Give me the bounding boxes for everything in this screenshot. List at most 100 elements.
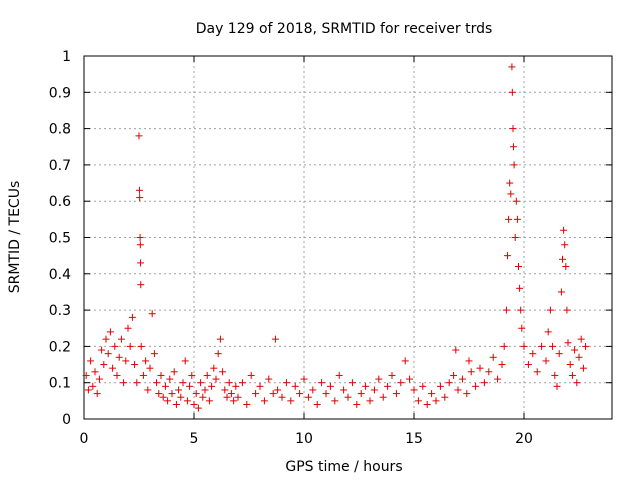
- data-point: [392, 390, 400, 398]
- data-point: [518, 324, 526, 332]
- data-point: [197, 379, 205, 387]
- data-point: [489, 353, 497, 361]
- data-point: [216, 335, 224, 343]
- data-point: [161, 382, 169, 390]
- y-tick-label: 0.5: [49, 231, 71, 247]
- x-tick-label: 0: [80, 431, 89, 447]
- data-point: [142, 357, 150, 365]
- data-point: [219, 368, 227, 376]
- data-point: [516, 284, 524, 292]
- data-point: [450, 371, 458, 379]
- data-point: [432, 397, 440, 405]
- data-point: [137, 281, 145, 289]
- data-point: [524, 361, 532, 369]
- data-point: [509, 125, 517, 133]
- data-point: [476, 364, 484, 372]
- data-point: [563, 306, 571, 314]
- y-tick-label: 0.2: [49, 339, 71, 355]
- tick-labels: 00.10.20.30.40.50.60.70.80.910 5 10 15 20: [49, 49, 533, 447]
- data-point: [517, 306, 525, 314]
- data-point: [203, 371, 211, 379]
- data-point: [192, 390, 200, 398]
- plot-frame: [83, 55, 613, 420]
- data-point: [465, 357, 473, 365]
- data-point: [494, 375, 502, 383]
- data-point: [234, 393, 242, 401]
- data-point: [559, 255, 566, 263]
- data-point: [104, 350, 112, 358]
- data-point: [100, 361, 108, 369]
- data-point: [274, 386, 282, 394]
- data-point: [221, 386, 229, 394]
- data-point: [232, 382, 240, 390]
- data-point: [340, 386, 348, 394]
- data-point: [164, 397, 172, 405]
- data-point: [507, 190, 515, 198]
- data-point: [577, 335, 585, 343]
- data-point: [122, 357, 130, 365]
- y-tick-label: 0.9: [49, 85, 71, 101]
- data-point: [564, 339, 572, 347]
- data-point: [555, 350, 563, 358]
- data-point: [181, 357, 189, 365]
- data-point: [144, 386, 152, 394]
- x-tick-label: 5: [190, 431, 199, 447]
- data-point: [168, 390, 176, 398]
- data-point: [511, 234, 519, 241]
- data-point: [135, 132, 143, 140]
- data-point: [362, 382, 370, 390]
- data-point: [560, 226, 568, 234]
- data-point: [126, 342, 134, 350]
- data-point: [344, 393, 352, 401]
- y-tick-label: 0.8: [49, 122, 71, 138]
- y-tick-label: 0.4: [49, 267, 71, 283]
- data-point: [227, 390, 235, 398]
- data-point: [370, 386, 378, 394]
- data-point: [571, 346, 579, 354]
- data-point: [573, 379, 581, 387]
- data-point: [520, 342, 528, 350]
- data-point: [252, 390, 260, 398]
- data-point: [553, 382, 561, 390]
- data-point: [278, 393, 286, 401]
- data-point: [549, 342, 557, 350]
- data-point: [120, 379, 128, 387]
- data-point: [128, 313, 136, 321]
- data-point: [566, 361, 574, 369]
- data-point: [139, 371, 147, 379]
- data-point: [136, 241, 144, 249]
- data-point: [485, 368, 493, 376]
- data-point: [463, 390, 471, 398]
- data-point: [458, 375, 466, 383]
- data-point: [508, 63, 516, 71]
- y-tick-label: 1: [62, 49, 71, 65]
- data-point: [300, 375, 308, 383]
- data-point: [91, 368, 99, 376]
- data-point: [166, 375, 174, 383]
- data-point: [212, 375, 220, 383]
- data-point: [210, 364, 218, 372]
- data-point: [551, 371, 559, 379]
- data-point: [436, 382, 444, 390]
- data-point: [89, 382, 97, 390]
- x-tick-label: 10: [295, 431, 313, 447]
- chart-title: Day 129 of 2018, SRMTID for receiver trd…: [196, 21, 493, 37]
- data-point: [533, 368, 541, 376]
- data-point: [243, 400, 251, 408]
- data-point: [467, 368, 475, 376]
- data-point: [366, 397, 374, 405]
- data-point: [150, 350, 158, 358]
- data-point: [106, 328, 114, 336]
- data-point: [512, 197, 520, 205]
- data-point: [159, 393, 167, 401]
- y-tick-label: 0.3: [49, 303, 71, 319]
- data-point: [111, 342, 119, 350]
- data-point: [513, 215, 521, 223]
- data-point: [93, 390, 101, 398]
- data-point: [441, 393, 449, 401]
- data-point: [561, 241, 569, 249]
- data-point: [304, 393, 312, 401]
- data-point: [582, 342, 590, 350]
- data-point: [199, 393, 207, 401]
